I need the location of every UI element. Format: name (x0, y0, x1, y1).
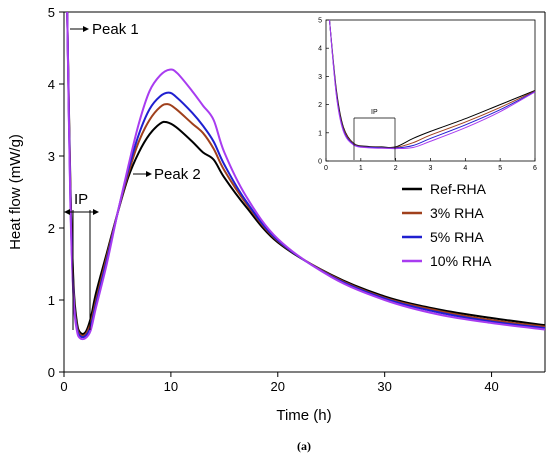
inset-series-group (328, 19, 536, 150)
inset-ticks: 0 1 2 3 4 5 6 0 1 2 3 4 5 (318, 18, 537, 173)
y-tick-label: 5 (48, 5, 55, 20)
inset-y-tick-label: 1 (318, 130, 322, 137)
y-tick-label: 3 (48, 149, 55, 164)
peak-1-label: Peak 1 (92, 21, 139, 38)
y-tick-label: 2 (48, 221, 55, 236)
inset-y-tick-label: 4 (318, 46, 322, 53)
peak-2-arrowhead (146, 171, 152, 177)
inset-series-line (328, 19, 536, 150)
inset-y-tick-label: 0 (318, 159, 322, 166)
y-tick-label: 4 (48, 77, 55, 92)
inset-x-tick-label: 3 (429, 165, 433, 172)
figure-caption: (a) (297, 439, 311, 453)
x-axis-title: Time (h) (276, 407, 331, 424)
series-line-10-rha (66, 11, 546, 341)
inset-x-tick-label: 6 (533, 165, 537, 172)
inset-x-tick-label: 2 (394, 165, 398, 172)
y-tick-label: 0 (48, 365, 55, 380)
x-tick-label: 10 (164, 379, 178, 394)
ip-annotation: IP (64, 191, 99, 330)
legend-label: Ref-RHA (430, 181, 487, 197)
inset-x-tick-label: 0 (324, 165, 328, 172)
peak-2-annotation: Peak 2 (133, 166, 201, 183)
inset-x-tick-label: 4 (463, 165, 467, 172)
inset-x-tick-label: 5 (498, 165, 502, 172)
x-tick-label: 0 (60, 379, 67, 394)
y-axis-title: Heat flow (mW/g) (7, 134, 24, 250)
ip-label: IP (74, 191, 88, 208)
inset-ip-label: IP (371, 109, 378, 116)
x-tick-label: 30 (377, 379, 391, 394)
inset-ip-annotation: IP (353, 109, 396, 160)
inset-y-tick-label: 2 (318, 102, 322, 109)
peak-2-label: Peak 2 (154, 166, 201, 183)
ip-arrowhead-right (93, 209, 99, 215)
inset-y-tick-label: 5 (318, 18, 322, 25)
legend-label: 5% RHA (430, 229, 484, 245)
x-tick-label: 40 (484, 379, 498, 394)
legend-label: 10% RHA (430, 253, 492, 269)
y-tick-label: 1 (48, 293, 55, 308)
ip-arrowhead-left (64, 209, 70, 215)
legend: Ref-RHA 3% RHA 5% RHA 10% RHA (402, 181, 492, 269)
legend-label: 3% RHA (430, 205, 484, 221)
peak-1-annotation: Peak 1 (70, 21, 139, 38)
inset-x-tick-label: 1 (359, 165, 363, 172)
main-series-group (66, 11, 546, 341)
inset-frame (325, 19, 536, 162)
x-tick-label: 20 (271, 379, 285, 394)
inset-y-tick-label: 3 (318, 74, 322, 81)
inset-plot: 0 1 2 3 4 5 6 0 1 2 3 4 5 IP (318, 18, 537, 173)
peak-1-arrowhead (83, 26, 89, 32)
